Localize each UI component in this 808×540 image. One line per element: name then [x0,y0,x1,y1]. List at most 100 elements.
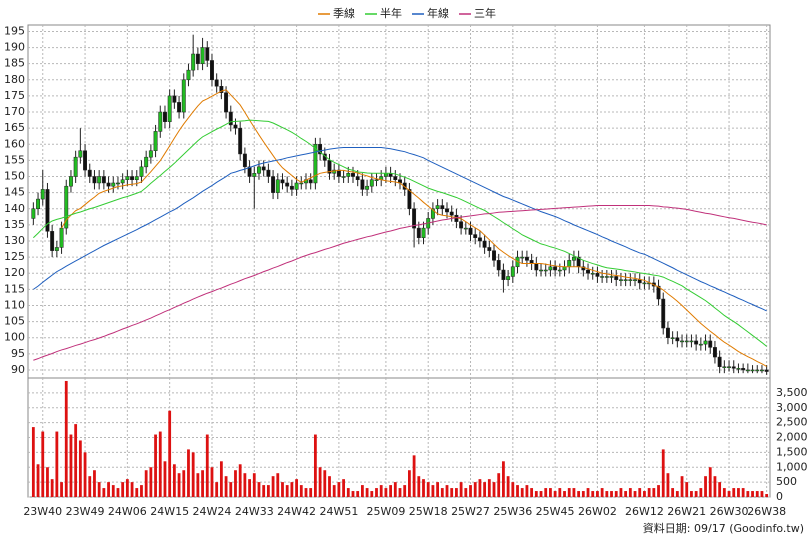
candle-body [238,127,243,155]
y-tick-label: 100 [4,331,25,344]
volume-bar [116,488,120,497]
volume-bar [41,431,45,497]
volume-panel [27,377,771,498]
volume-bar [746,491,750,497]
candle-body [482,240,487,248]
candle-body [684,340,689,343]
volume-bar [577,491,581,497]
candle-body [45,189,50,232]
volume-bar [107,482,110,497]
x-tick-label: 25W36 [493,505,532,518]
candle-body [97,176,102,184]
volume-bar [313,434,317,497]
candle-body [172,95,177,103]
candle-body [318,144,323,155]
x-tick-label: 24W06 [108,505,147,518]
volume-bar [309,488,313,497]
volume-bar [196,473,200,497]
candle-body [346,173,351,177]
candle-body [731,366,736,369]
candle-body [153,131,158,151]
candle-body [614,276,619,280]
candle-body [78,150,83,158]
volume-bar [408,470,411,497]
volume-bar [74,424,78,497]
candle-body [670,337,675,339]
volume-bar [191,452,195,497]
y2-tick-label: 3,000 [776,401,808,414]
footer-note: 資料日期: 09/17 (Goodinfo.tw) [643,521,804,535]
candle-body [120,179,125,184]
volume-bar [713,476,717,497]
candle-body [524,256,529,261]
candle-body [148,150,153,158]
x-tick-label: 26W38 [747,505,786,518]
volume-bar [534,491,538,497]
candle-body [130,176,135,180]
volume-bar [422,479,425,497]
volume-bar [506,476,510,497]
price-panel [27,24,771,379]
candle-body [717,356,722,367]
volume-bar [318,467,322,497]
candle-body [195,53,200,64]
candle-body [83,150,88,171]
y-tick-label: 110 [4,298,25,311]
y-tick-label: 95 [11,347,25,360]
volume-bar [450,488,454,497]
y-tick-label: 160 [4,137,25,150]
volume-bar [262,485,266,497]
ma-line [61,89,767,367]
volume-bar [708,467,712,497]
volume-bar [567,488,571,497]
volume-bar [398,488,402,497]
volume-bar [624,491,628,497]
candle-body [543,269,548,272]
candle-body [313,144,318,184]
candle-body [689,340,694,343]
volume-bar [97,482,101,497]
volume-bar [224,476,228,497]
candle-body [712,347,717,358]
volume-bar [718,482,722,497]
volume-bar [737,488,740,497]
x-tick-label: 26W12 [625,505,664,518]
volume-bar [172,464,176,497]
candle-body [506,276,511,280]
volume-bar [252,473,256,497]
candle-body [289,185,294,190]
candle-body [628,279,633,281]
x-tick-label: 26W21 [667,505,706,518]
x-tick-label: 23W49 [66,505,105,518]
y-tick-label: 145 [4,186,25,199]
candle-body [680,340,684,343]
candle-body [421,227,426,239]
volume-bar [586,488,590,497]
candle-body [416,227,421,239]
candle-body [487,247,492,251]
volume-bar [234,470,237,497]
candle-body [661,298,666,329]
volume-bar [365,488,369,497]
candle-body [163,111,167,122]
volume-bar [596,491,599,497]
volume-bar [69,434,73,497]
candle-body [308,179,313,184]
x-tick-label: 25W18 [409,505,448,518]
volume-bar [328,476,331,497]
candle-body [92,176,97,184]
volume-bar [628,488,632,497]
candle-body [727,366,731,368]
candle-body [374,179,379,181]
y-tick-label: 120 [4,266,25,279]
volume-bar [539,491,543,497]
candle-body [501,269,506,280]
x-tick-label: 26W02 [578,505,617,518]
candle-body [722,366,727,368]
legend-label: 三年 [474,6,496,20]
candle-body [477,237,482,242]
volume-bar [417,476,421,497]
volume-bar [675,491,679,497]
volume-bar [149,467,153,497]
candle-body [407,189,412,210]
